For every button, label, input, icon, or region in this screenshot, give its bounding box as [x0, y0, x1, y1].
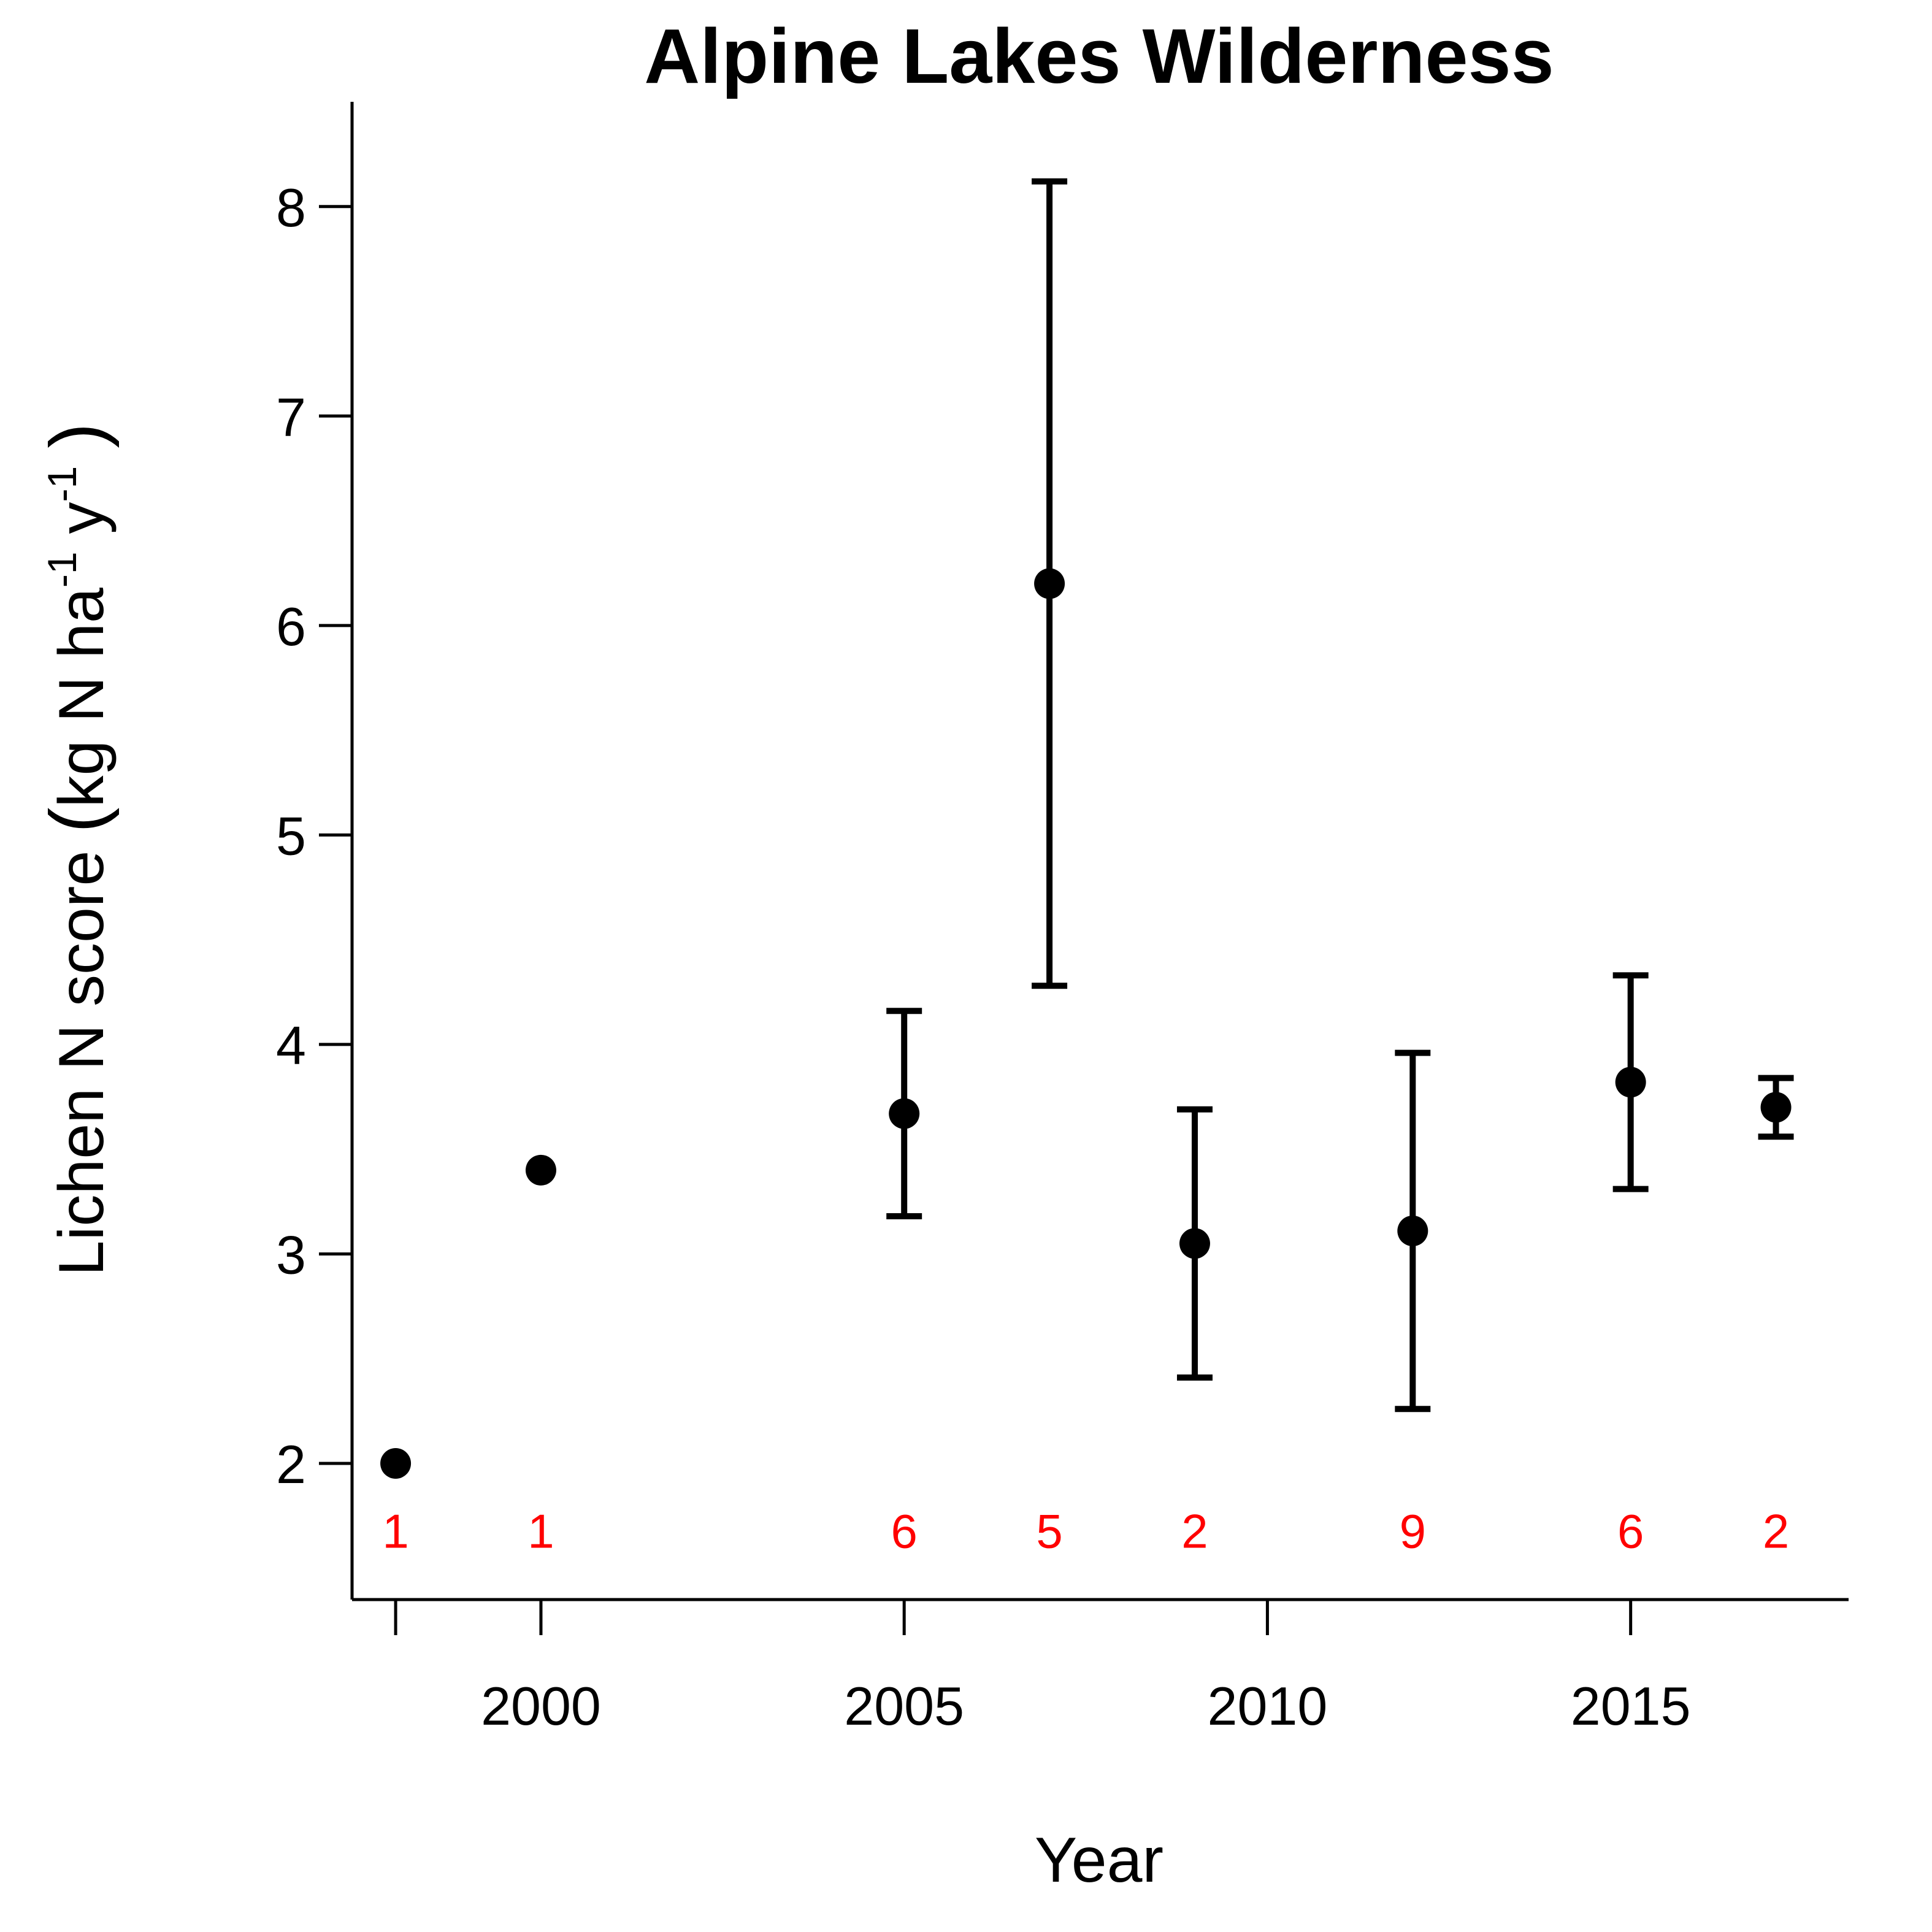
data-points — [380, 568, 1792, 1479]
data-point — [1034, 568, 1065, 599]
chart-title: Alpine Lakes Wilderness — [644, 13, 1554, 99]
y-tick-label: 4 — [276, 1015, 306, 1076]
x-tick-label: 2000 — [481, 1676, 601, 1736]
data-point — [1397, 1215, 1428, 1246]
x-axis-label: Year — [1035, 1825, 1163, 1896]
sample-count-label: 6 — [1617, 1504, 1644, 1558]
x-axis-ticks: 2000 2005 2010 2015 — [394, 1600, 1691, 1736]
y-axis-ticks: 2 3 4 5 6 7 8 — [276, 177, 352, 1495]
y-tick-label: 2 — [276, 1434, 306, 1495]
y-tick-label: 8 — [276, 177, 306, 238]
y-axis-label-unit: kg N ha — [46, 588, 117, 808]
data-point — [1760, 1092, 1792, 1123]
sample-counts: 1 1 6 5 2 9 6 2 — [382, 1504, 1789, 1558]
sample-count-label: 6 — [891, 1504, 917, 1558]
y-tick-label: 7 — [276, 386, 306, 447]
y-axis-label: Lichen N score (kg N ha-1 y-1 ) — [35, 423, 120, 1276]
y-axis-label-superscript: -1 — [39, 466, 85, 502]
x-tick-label: 2015 — [1571, 1676, 1691, 1736]
data-point — [1179, 1228, 1210, 1259]
data-point — [1615, 1067, 1646, 1098]
data-point — [889, 1098, 920, 1129]
sample-count-label: 9 — [1400, 1504, 1426, 1558]
sample-count-label: 1 — [382, 1504, 408, 1558]
y-axis-label-unit: y — [46, 502, 117, 534]
sample-count-label: 1 — [527, 1504, 554, 1558]
sample-count-label: 5 — [1036, 1504, 1062, 1558]
data-point — [380, 1448, 412, 1479]
error-bars — [886, 178, 1794, 1413]
data-point — [525, 1154, 556, 1186]
y-axis-label-paren-open: ( — [35, 808, 120, 833]
y-axis-label-superscript: -1 — [39, 551, 85, 588]
y-axis-label-spacer — [46, 534, 117, 552]
y-axis-label-text: Lichen N score (kg N ha-1 y-1 ) — [35, 423, 120, 1276]
sample-count-label: 2 — [1763, 1504, 1789, 1558]
y-tick-label: 6 — [276, 596, 306, 657]
y-tick-label: 5 — [276, 805, 306, 866]
y-axis-label-spacer — [46, 448, 117, 466]
y-axis-label-prefix: Lichen N score — [46, 833, 117, 1276]
x-tick-label: 2005 — [844, 1676, 964, 1736]
y-tick-label: 3 — [276, 1224, 306, 1285]
x-tick-label: 2010 — [1208, 1676, 1328, 1736]
sample-count-label: 2 — [1181, 1504, 1208, 1558]
y-axis-label-paren-close: ) — [35, 423, 120, 448]
